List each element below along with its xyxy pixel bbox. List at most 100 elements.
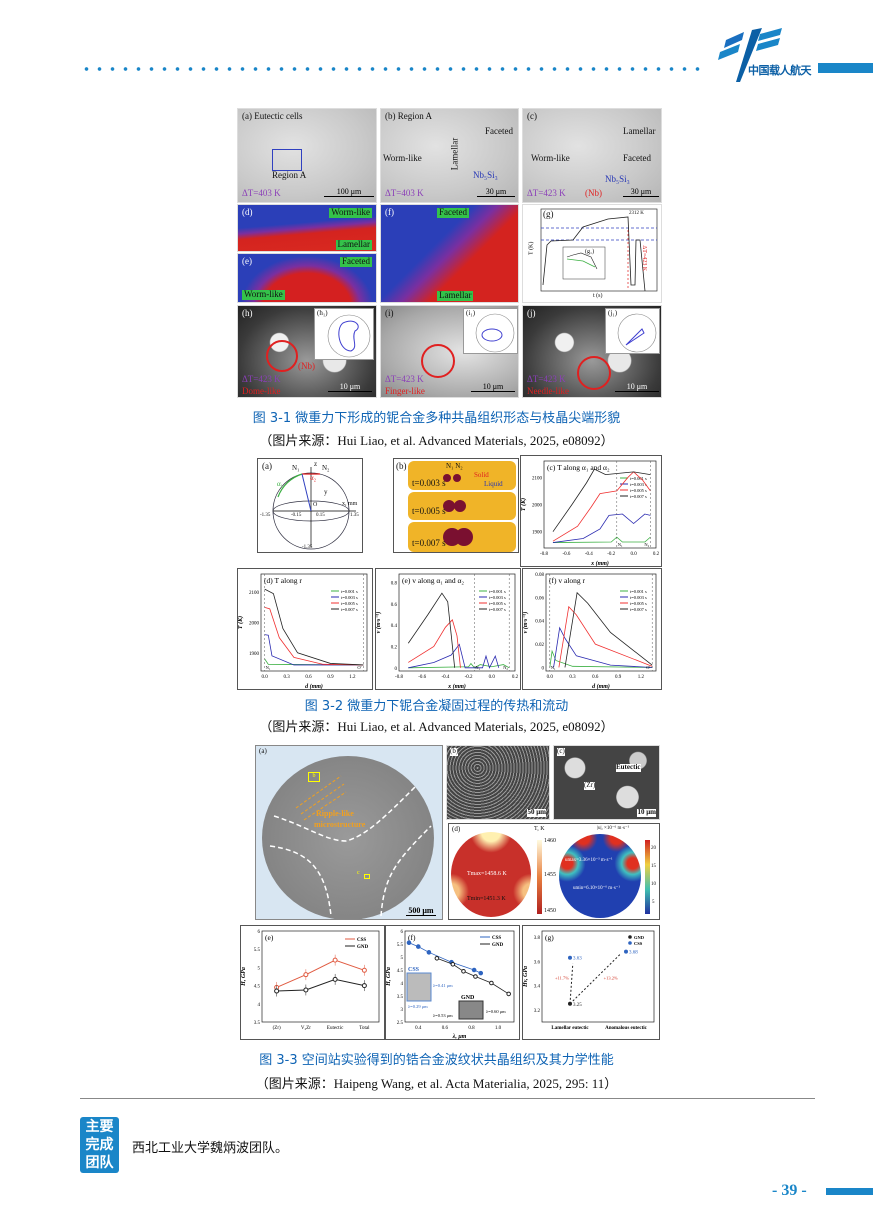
badge-line: 主要 [85,1119,114,1135]
colorbar-tick: 20 [651,846,656,851]
data-point [303,987,309,993]
y-tick-label: 0.02 [535,643,544,648]
time-label: t=0.007 s [412,538,446,548]
y-tick-label: 2.5 [397,1021,404,1026]
time-label: t=0.005 s [412,506,446,516]
legend-label: t=0.007 s [341,607,358,612]
gnd-inset-label: GND [461,995,475,1001]
y-tick-label: 0 [542,666,545,671]
y-tick-label: 4 [401,982,404,987]
series-line-t0.001s [549,649,653,668]
y-tick-label: 3 [401,1008,404,1013]
panel-label: (a) Eutectic cells [242,111,303,121]
panel-3d-simulation: (d) T, K 1460 1455 1450 Tmax=1458.6 K Tm… [448,823,660,920]
temperature-time-curve [540,208,658,292]
figure-3-2-source: （图片来源：Hui Liao, et al. Advanced Material… [259,719,614,734]
faceted-label: Faceted [623,153,651,163]
footer-bar [826,1188,873,1195]
colorbar-tick: 5 [652,900,655,905]
morphology-tag: Faceted [437,207,469,218]
y-tick-label: 3.5 [397,995,404,1000]
panel-label: (j) [527,308,536,318]
legend-label: t=0.007 s [489,607,506,612]
y-tick-label: 5 [401,956,404,961]
x-tick-label: 0.0 [547,675,554,680]
phase-label: Nb₅Si₃ [473,170,498,180]
panel-f: (f) Faceted Lamellar [380,204,519,303]
legend-label: t=0.005 s [630,488,647,493]
y-tick-label: 4.5 [254,985,261,990]
x-axis-label: x (mm) [447,683,466,690]
alpha1-label: α₁ [277,480,284,488]
figure-3-3-caption: 图 3-3 空间站实验得到的锆合金波纹状共晶组织及其力学性能 [259,1053,614,1068]
lamellar-label: Lamellar [623,126,656,136]
figure-3-2-caption: 图 3-2 微重力下铌合金凝固过程的传热和流动 [304,699,569,714]
panel-h: (h) (h₁) (Nb) ΔT=423 K Dome-like 10 μm [237,305,377,398]
x-tick-label: 0.6 [305,675,312,680]
polar-inset: (h₁) [314,308,374,360]
gnd-inset-image [458,1000,484,1020]
series-line-t0.003s [264,634,364,666]
spacing-label: λ=0.60 μm [486,1009,506,1014]
end-marker: N₂ [644,542,649,547]
panel-label: (b) [396,461,407,471]
y-axis-label: T (K) [237,616,244,629]
velocity-colorbar [645,840,650,914]
data-point [332,976,338,982]
chart-title: (e) [265,933,274,942]
y-tick-label: 4.5 [397,969,404,974]
data-point [568,955,572,960]
legend-label: t=0.001 s [630,476,647,481]
chart-title: (c) T along α₁ and α₂ [547,463,610,472]
region-b-box: b [308,772,320,782]
panel-e: (e) Faceted Worm-like [237,253,377,303]
nb-label: (Nb) [298,361,315,371]
time-label: t=0.003 s [412,478,446,488]
n1-marker: N₁ [618,542,623,547]
tip-shape-label: Needle-like [527,386,569,396]
series-line-CSS [276,959,365,988]
series-line-t0.007s [564,591,653,668]
faceted-label: Faceted [485,126,513,136]
x-tick-label: 0.4 [415,1026,422,1031]
x-category-label: Total [359,1026,370,1031]
data-label: 3.25 [573,1003,582,1008]
chart-title: (d) T along r [264,576,302,585]
colorbar-tick: 15 [651,864,656,869]
tick: 1.35 [350,513,359,518]
spacing-label: λ=0.41 μm [433,983,453,988]
data-point [274,988,280,994]
chart-title: (g) [545,933,554,942]
series-line-t0.003s [552,513,651,543]
umax-label: umax=3.36×10⁻³ m·s⁻¹ [565,858,613,863]
nuclei-label: N₁ N₂ [446,462,463,470]
panel-label: (i) [385,308,394,318]
x-axis-label: x (mm) [590,560,609,567]
data-label: 3.68 [629,951,638,956]
panel-i: (i) (i₁) ΔT=423 K Finger-like 10 μm [380,305,519,398]
figure-3-3-source: （图片来源：Haipeng Wang, et al. Acta Material… [255,1076,618,1091]
panel-3a-sample: (a) b c Ripple-like microstructure 500 μ… [255,745,443,920]
x-tick-label: -0.4 [441,675,449,680]
phase-label: Nb₅Si₃ [605,174,630,184]
x-category-label: (Zr) [273,1026,281,1031]
region-box [272,149,302,171]
legend-label: GND [492,943,504,948]
liquid-label: Liquid [484,480,503,488]
worm-like-label: Worm-like [383,153,422,163]
panel-c: (c) Worm-like Lamellar Faceted Nb₅Si₃ (N… [522,108,662,203]
temperature-colorbar [537,840,542,914]
tick: -0.15 [291,513,302,518]
undercooling-label: ΔT=403 K [242,188,281,198]
x-tick-label: -0.6 [562,552,570,557]
x-axis-label: d (mm) [592,683,610,690]
panel-d: (d) Worm-like Lamellar [237,204,377,252]
region-c-label: c [357,870,360,876]
x-category-label: Anomalous eutectic [605,1026,648,1031]
cmse-logo [718,28,782,82]
plot-area [260,573,368,672]
y-tick-label: 0.08 [535,573,544,578]
legend-label: t=0.001 s [341,589,358,594]
undercooling-label: ΔT=423 K [242,374,281,384]
x-category-label: Lamellar eutectic [551,1026,589,1031]
